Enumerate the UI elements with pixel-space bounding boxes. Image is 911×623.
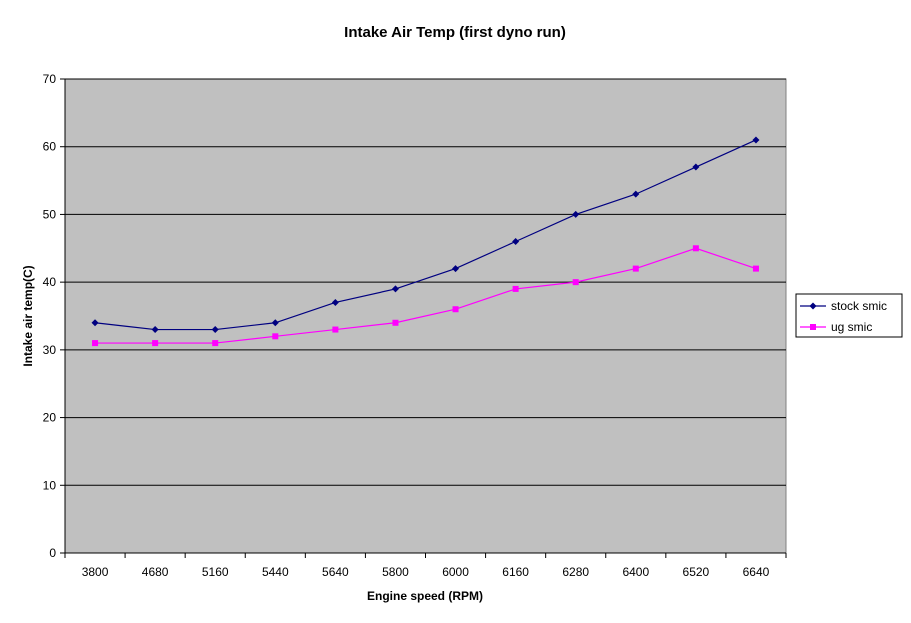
y-tick-label: 60 [43,140,57,154]
x-tick-label: 6000 [442,565,469,579]
data-point [572,279,579,286]
x-tick-label: 5440 [262,565,289,579]
x-tick-label: 6280 [562,565,589,579]
x-tick-label: 6400 [622,565,649,579]
axes [60,78,787,558]
data-point [271,319,279,327]
x-axis-title: Engine speed (RPM) [367,589,483,603]
x-tick-label: 6160 [502,565,529,579]
legend-marker [809,302,817,310]
series-line [95,247,757,344]
data-point [332,326,339,333]
data-point [572,210,580,218]
x-tick-label: 3800 [82,565,109,579]
data-point [632,190,640,198]
data-point [212,340,219,347]
legend: stock smic ug smic [795,293,903,338]
data-point [512,238,520,246]
data-point [211,326,219,334]
data-point [151,326,159,334]
series-line [94,139,757,331]
data-point [272,333,279,340]
y-tick-label: 10 [43,478,57,492]
data-point [512,285,519,292]
x-tick-label: 5640 [322,565,349,579]
data-point [92,340,99,347]
y-tick-label: 70 [43,72,57,86]
data-point [692,163,700,171]
data-point [91,319,99,327]
y-tick-label: 30 [43,343,57,357]
data-point [392,319,399,326]
data-point [692,245,699,252]
legend-marker [810,324,816,330]
y-tick-label: 50 [43,207,57,221]
data-point [752,136,760,144]
data-point [391,285,399,293]
legend-label: ug smic [831,320,872,334]
data-point [632,265,639,272]
gridlines [65,78,786,486]
y-tick-label: 20 [43,411,57,425]
legend-label: stock smic [831,299,887,313]
series-1 [92,245,759,347]
x-tick-label: 6520 [683,565,710,579]
data-point [752,265,759,272]
series-0 [91,136,760,334]
data-point [152,340,159,347]
y-tick-label: 40 [43,275,57,289]
y-tick-labels: 0 10 20 30 40 50 60 70 [43,72,57,560]
y-tick-label: 0 [49,546,56,560]
series-layer [91,136,760,347]
data-point [331,298,339,306]
x-tick-labels: 3800 4680 5160 5440 5640 5800 6000 6160 6280 6400… [82,565,770,579]
legend-items: stock smic ug smic [800,299,887,334]
x-tick-label: 5800 [382,565,409,579]
x-tick-label: 4680 [142,565,169,579]
y-axis-title: Intake air temp(C) [21,265,35,366]
x-tick-label: 6640 [743,565,770,579]
data-point [452,265,460,273]
x-tick-label: 5160 [202,565,229,579]
data-point [452,306,459,313]
chart-title: Intake Air Temp (first dyno run) [344,24,566,41]
